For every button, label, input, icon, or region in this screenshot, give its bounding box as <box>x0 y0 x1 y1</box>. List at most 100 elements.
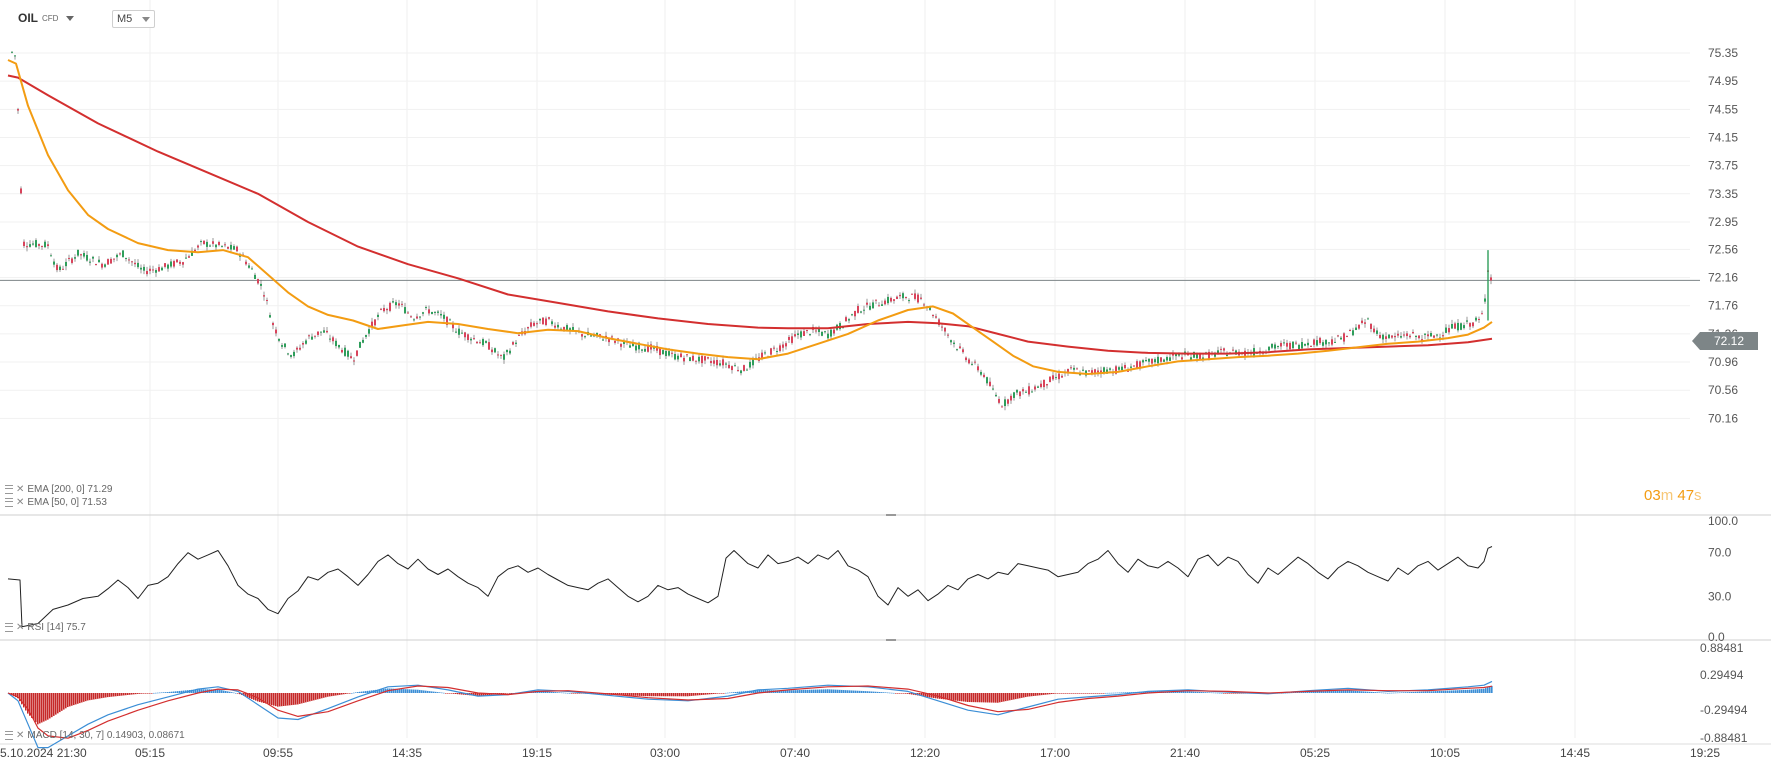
macd-histogram-bar <box>577 693 579 694</box>
macd-histogram-bar <box>943 693 945 700</box>
macd-histogram-bar <box>547 691 549 693</box>
macd-histogram-bar <box>1399 692 1401 694</box>
y-tick-label: 70.16 <box>1708 411 1738 425</box>
candle-body <box>803 331 805 336</box>
macd-histogram-bar <box>341 693 343 695</box>
macd-histogram-bar <box>851 690 853 693</box>
macd-histogram-bar <box>1365 691 1367 693</box>
macd-histogram-bar <box>1429 691 1431 693</box>
macd-histogram-bar <box>405 689 407 693</box>
candle-body <box>1427 334 1429 337</box>
macd-histogram-bar <box>571 693 573 694</box>
close-icon[interactable]: ✕ <box>16 622 25 633</box>
macd-histogram-bar <box>249 693 251 699</box>
candle-body <box>338 344 340 348</box>
candle-body <box>869 305 871 310</box>
close-icon[interactable]: ✕ <box>16 730 25 741</box>
candle-body <box>1094 369 1096 374</box>
macd-histogram-bar <box>263 693 265 703</box>
timeframe-select[interactable]: M5 <box>112 10 156 28</box>
macd-histogram-bar <box>1317 691 1319 693</box>
macd-histogram-bar <box>1057 693 1059 694</box>
candles <box>9 51 1493 725</box>
candle-body <box>680 353 682 358</box>
candle-body <box>1337 335 1339 337</box>
macd-histogram-bar <box>107 693 109 698</box>
candle-body <box>251 268 253 270</box>
candle-body <box>752 359 754 366</box>
macd-histogram-bar <box>951 693 953 701</box>
y-tick-label: 73.75 <box>1708 159 1738 173</box>
macd-histogram-bar <box>875 691 877 693</box>
candle-body <box>1145 359 1147 361</box>
candle-body <box>425 307 427 309</box>
macd-histogram-bar <box>27 693 29 714</box>
close-icon[interactable]: ✕ <box>16 497 25 508</box>
candle-body <box>482 339 484 346</box>
candle-body <box>743 365 745 371</box>
panel-resize-handle <box>886 514 896 516</box>
macd-histogram-bar <box>427 690 429 693</box>
candle-body <box>899 294 901 297</box>
macd-histogram-bar <box>1099 693 1101 694</box>
macd-histogram-bar <box>1409 692 1411 693</box>
macd-histogram-bar <box>997 693 999 703</box>
macd-histogram-bar <box>1383 692 1385 694</box>
candle-body <box>848 319 850 321</box>
candle-body <box>1355 327 1357 330</box>
symbol-selector[interactable]: OIL CFD <box>18 8 75 28</box>
menu-icon[interactable] <box>5 731 13 740</box>
candle-body <box>866 302 868 305</box>
macd-histogram-bar <box>1319 691 1321 693</box>
macd-histogram-bar <box>1371 691 1373 693</box>
menu-icon[interactable] <box>5 485 13 494</box>
legend-ema50[interactable]: ✕ EMA [50, 0] 71.53 <box>5 497 107 508</box>
macd-histogram-bar <box>911 693 913 695</box>
macd-histogram-bar <box>1037 693 1039 696</box>
candle-body <box>1268 346 1270 351</box>
macd-histogram-bar <box>213 689 215 693</box>
candle-body <box>332 337 334 342</box>
macd-histogram-bar <box>863 691 865 693</box>
macd-histogram-bar <box>1199 691 1201 693</box>
macd-histogram-bar <box>843 690 845 693</box>
macd-histogram-bar <box>21 693 23 705</box>
macd-histogram-bar <box>311 693 313 701</box>
legend-macd[interactable]: ✕ MACD [14, 30, 7] 0.14903, 0.08671 <box>5 730 185 741</box>
menu-icon[interactable] <box>5 623 13 632</box>
x-tick-label: 09:55 <box>263 746 293 760</box>
macd-histogram-bar <box>1209 692 1211 693</box>
menu-icon[interactable] <box>5 498 13 507</box>
macd-histogram-bar <box>381 689 383 693</box>
macd-histogram-bar <box>1117 692 1119 694</box>
candle-body <box>41 245 43 247</box>
macd-histogram-bar <box>1363 691 1365 693</box>
macd-histogram-bar <box>993 693 995 703</box>
legend-ema200[interactable]: ✕ EMA [200, 0] 71.29 <box>5 484 112 495</box>
candle-body <box>794 334 796 337</box>
macd-histogram-bar <box>675 693 677 697</box>
candle-body <box>698 356 700 362</box>
macd-histogram-bar <box>905 693 907 694</box>
macd-histogram-bar <box>1441 690 1443 693</box>
candle-body <box>662 350 664 355</box>
macd-histogram-bar <box>957 693 959 701</box>
x-tick-label: 19:15 <box>522 746 552 760</box>
close-icon[interactable]: ✕ <box>16 484 25 495</box>
candle-body <box>809 334 811 336</box>
x-tick-label: 07:40 <box>780 746 810 760</box>
macd-tick-label: 0.88481 <box>1700 641 1744 655</box>
candle-body <box>647 344 649 352</box>
macd-histogram-bar <box>315 693 317 700</box>
macd-histogram-bar <box>45 693 47 721</box>
macd-histogram-bar <box>235 692 237 694</box>
macd-histogram-bar <box>325 693 327 698</box>
candle-body <box>1199 354 1201 360</box>
legend-ema200-label: EMA [200, 0] 71.29 <box>27 484 113 495</box>
macd-histogram-bar <box>1307 691 1309 693</box>
legend-rsi[interactable]: ✕ RSI [14] 75.7 <box>5 622 86 633</box>
candle-body <box>179 261 181 264</box>
macd-histogram-bar <box>1187 691 1189 693</box>
macd-histogram-bar <box>1411 692 1413 693</box>
